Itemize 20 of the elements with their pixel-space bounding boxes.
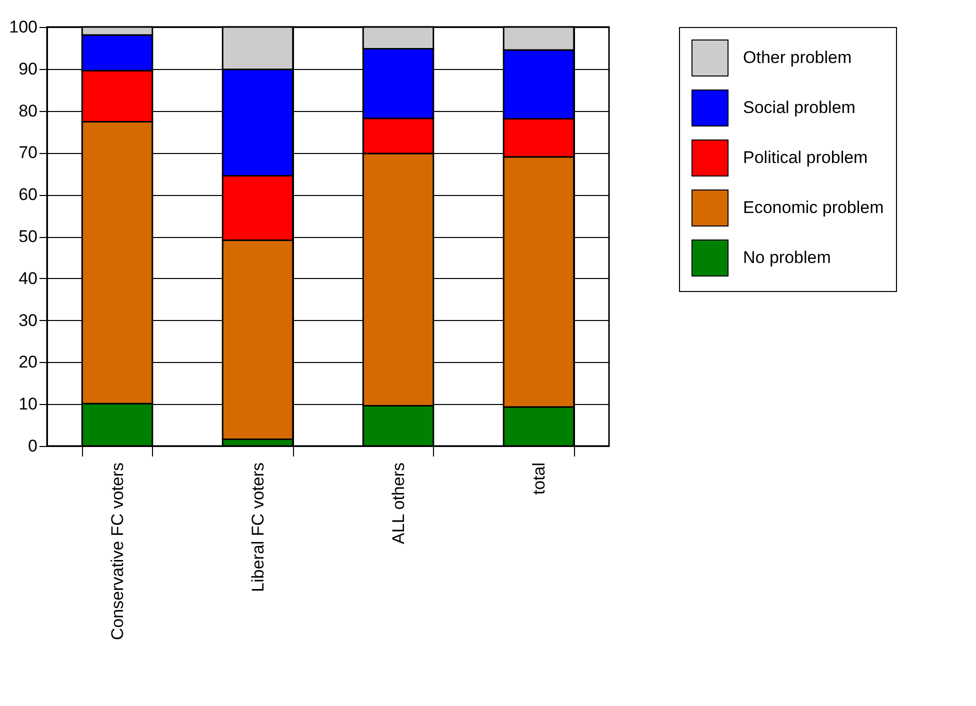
y-tick-label: 80 <box>18 101 38 120</box>
legend-label: Political problem <box>743 148 868 167</box>
legend-label: No problem <box>743 248 831 267</box>
y-tick-label: 10 <box>18 394 38 414</box>
y-tick-label: 90 <box>18 59 38 78</box>
y-tick-label: 70 <box>18 143 38 162</box>
y-tick-label: 30 <box>18 310 38 330</box>
legend-label: Social problem <box>743 98 856 117</box>
y-tick-label: 0 <box>28 436 38 456</box>
legend-label: Economic problem <box>743 198 884 217</box>
y-tick-label: 20 <box>18 352 38 372</box>
x-tick-label: total <box>529 462 548 495</box>
y-tick-label: 40 <box>18 268 38 288</box>
y-tick-label: 50 <box>18 227 38 246</box>
x-tick-label: ALL others <box>388 462 408 544</box>
y-tick-label: 60 <box>18 185 38 204</box>
x-tick-label: Conservative FC voters <box>108 462 127 640</box>
y-tick-label: 100 <box>9 18 38 36</box>
x-tick-label: Liberal FC voters <box>248 462 268 592</box>
legend-label: Other problem <box>743 48 852 67</box>
